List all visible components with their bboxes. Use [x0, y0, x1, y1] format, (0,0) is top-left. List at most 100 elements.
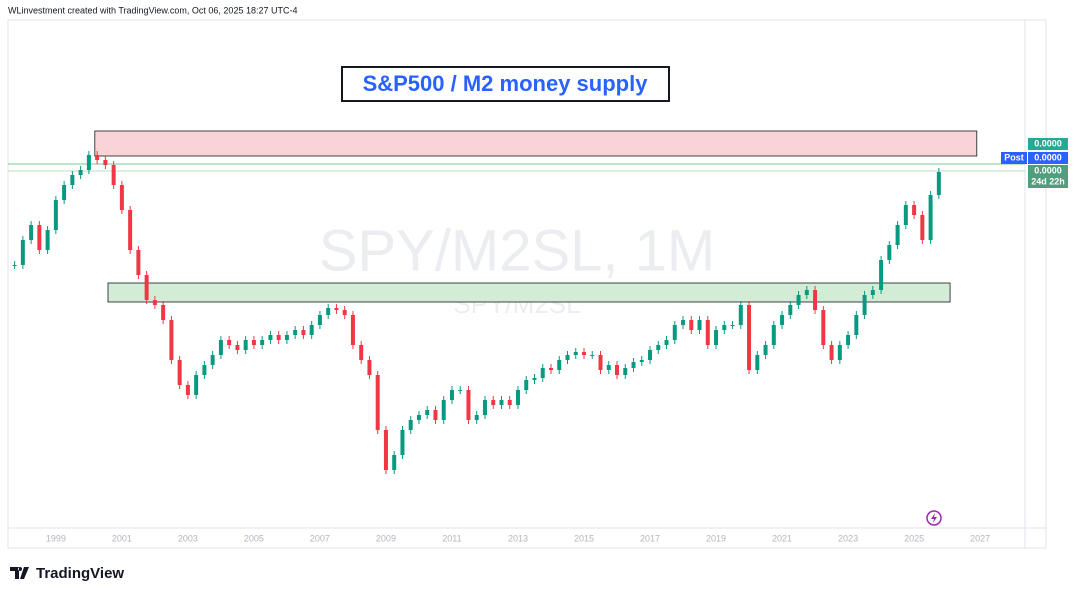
candle-body	[177, 360, 182, 385]
candle-body	[458, 390, 463, 391]
price-label: 24d 22h	[1031, 176, 1065, 186]
candle-body	[788, 305, 793, 315]
candle-body	[334, 308, 339, 310]
candle-body	[29, 225, 34, 240]
candle-body	[821, 310, 826, 345]
zone	[107, 282, 951, 303]
candle-body	[606, 365, 611, 370]
x-tick-label: 2011	[442, 533, 461, 543]
watermark: SPY/M2SL, 1M	[319, 218, 715, 283]
candle-body	[70, 175, 75, 185]
candle-body	[136, 250, 141, 275]
candle-body	[763, 345, 768, 355]
candle-body	[813, 290, 818, 310]
candle-body	[928, 195, 933, 240]
candle-body	[771, 325, 776, 345]
candle-body	[738, 305, 743, 325]
price-label-bg	[1028, 176, 1068, 188]
price-label-bg	[1028, 152, 1068, 164]
candle-body	[903, 205, 908, 225]
x-tick-label: 2001	[112, 533, 132, 543]
candle-body	[243, 340, 248, 350]
candle-body	[408, 420, 413, 430]
candle-body	[862, 295, 867, 315]
candle-body	[895, 225, 900, 245]
candle-body	[920, 215, 925, 240]
candle-body	[268, 335, 273, 340]
candle-body	[326, 308, 331, 315]
event-icon[interactable]	[926, 510, 942, 526]
candle-body	[86, 155, 91, 170]
candle-body	[582, 352, 587, 355]
candle-body	[95, 155, 100, 160]
x-tick-label: 2003	[178, 533, 198, 543]
candle-body	[367, 360, 372, 375]
price-label: 0.0000	[1034, 165, 1062, 175]
candle-body	[301, 330, 306, 335]
candle-body	[482, 400, 487, 415]
candle-body	[210, 355, 215, 365]
candle-body	[491, 400, 496, 405]
x-tick-label: 2019	[706, 533, 726, 543]
candle-body	[342, 310, 347, 315]
candle-body	[260, 340, 265, 345]
candle-body	[705, 320, 710, 345]
title-box	[341, 66, 670, 102]
candle-body	[648, 350, 653, 360]
candle-body	[565, 355, 570, 360]
candle-body	[293, 330, 298, 335]
x-tick-label: 2021	[772, 533, 792, 543]
logo-icon	[10, 567, 29, 579]
candle-body	[755, 355, 760, 370]
candle-body	[846, 335, 851, 345]
candle-body	[590, 355, 595, 356]
candle-body	[218, 340, 223, 355]
price-label: 0.0000	[1034, 152, 1062, 162]
candle-body	[317, 315, 322, 325]
candle-body	[400, 430, 405, 455]
candle-body	[656, 345, 661, 350]
candle-body	[879, 260, 884, 290]
candle-body	[639, 360, 644, 362]
price-label-bg	[1028, 165, 1068, 177]
candle-body	[144, 275, 149, 300]
candle-body	[507, 400, 512, 405]
candle-body	[540, 368, 545, 378]
candle-body	[111, 165, 116, 185]
candle-body	[169, 320, 174, 360]
candle-body	[251, 340, 256, 345]
logo-text: TradingView	[36, 565, 124, 582]
price-label-bg	[1001, 152, 1027, 164]
candle-body	[185, 385, 190, 395]
candle-body	[573, 352, 578, 355]
logo: TradingView	[10, 565, 124, 582]
candle-body	[433, 410, 438, 420]
candle-body	[194, 375, 199, 395]
candle-body	[722, 325, 727, 330]
price-label: 0.0000	[1034, 138, 1062, 148]
candle-body	[689, 320, 694, 330]
candle-body	[870, 290, 875, 295]
candle-body	[557, 360, 562, 370]
header: WLinvestment created with TradingView.co…	[8, 5, 297, 15]
candle-body	[20, 240, 25, 265]
candle-body	[12, 265, 17, 266]
candle-body	[936, 172, 941, 195]
x-tick-label: 2015	[574, 533, 594, 543]
candle-body	[912, 205, 917, 215]
chart-title: S&P500 / M2 money supply	[363, 71, 649, 96]
candle-body	[425, 410, 430, 415]
x-tick-label: 2009	[376, 533, 396, 543]
candle-body	[350, 315, 355, 345]
candle-body	[383, 430, 388, 470]
candle-body	[664, 340, 669, 345]
candle-body	[697, 320, 702, 330]
candle-body	[524, 380, 529, 390]
candle-body	[45, 230, 50, 250]
candle-body	[161, 305, 166, 320]
x-tick-label: 2017	[640, 533, 660, 543]
candle-body	[276, 335, 281, 340]
candle-body	[532, 378, 537, 380]
candle-body	[235, 345, 240, 350]
